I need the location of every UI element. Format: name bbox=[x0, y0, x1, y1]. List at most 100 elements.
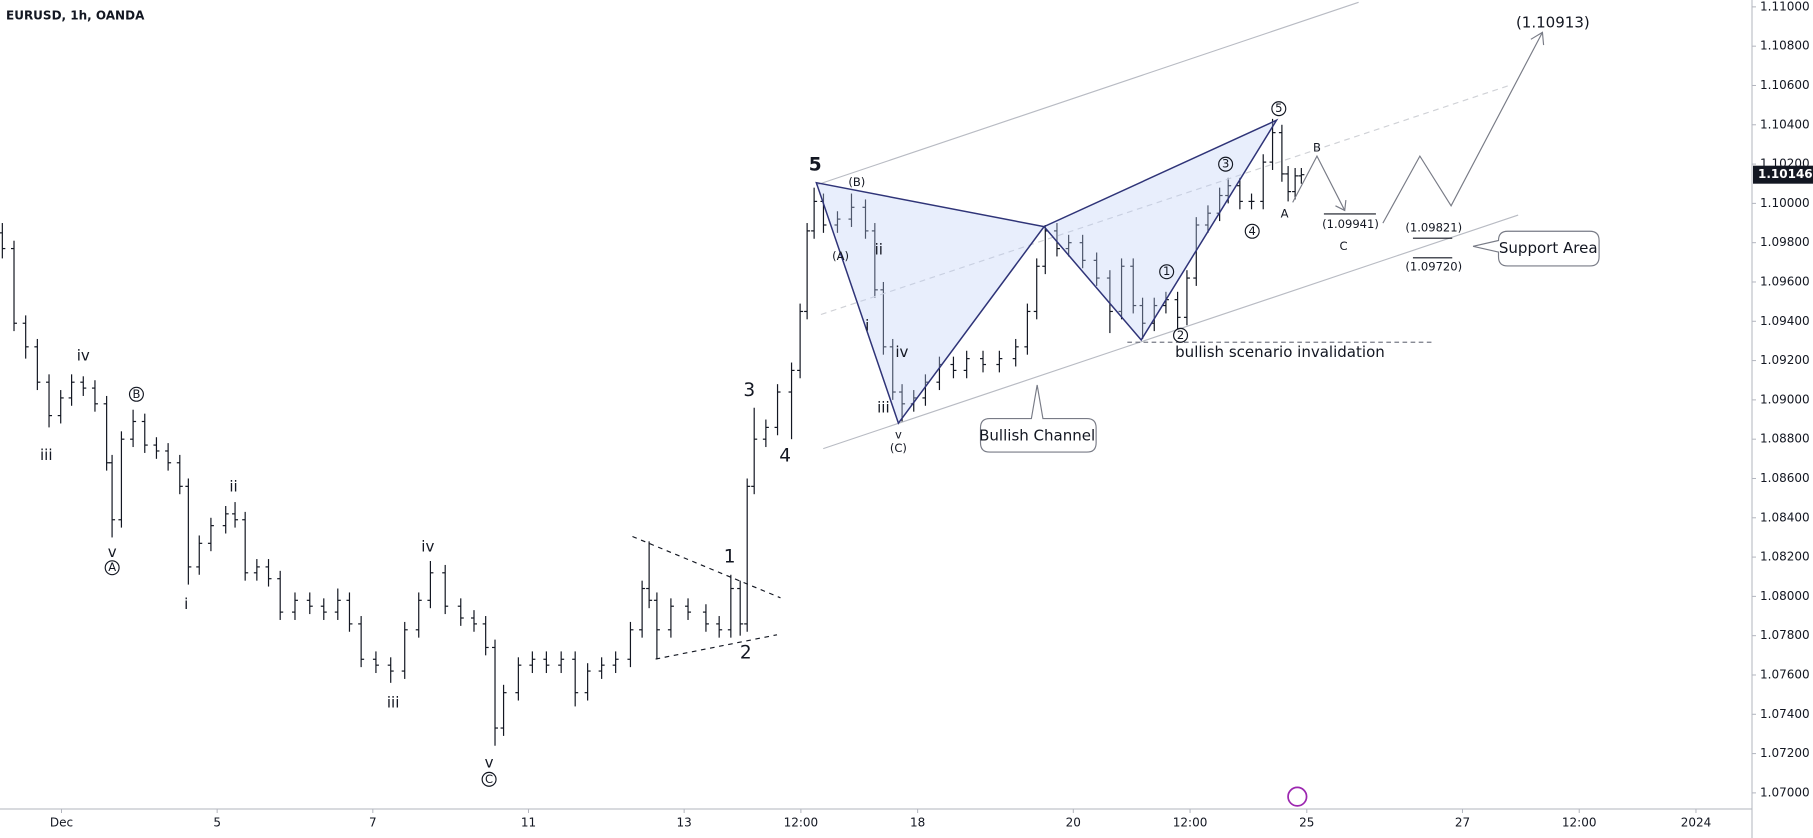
y-tick-label: 1.08000 bbox=[1760, 589, 1810, 603]
wave-label: C bbox=[1340, 239, 1348, 253]
x-tick-label: 7 bbox=[369, 816, 377, 830]
x-tick-label: 5 bbox=[213, 816, 221, 830]
axes: 1.07000 1.07200 1.07400 1.07600 1.07800 1.080… bbox=[50, 0, 1810, 830]
callout-label: Bullish Channel bbox=[979, 426, 1095, 444]
wave-circle bbox=[1218, 156, 1234, 172]
wave-label: 5 bbox=[1275, 101, 1282, 115]
wave-label: B bbox=[132, 387, 140, 401]
wave-label: iii bbox=[40, 446, 53, 464]
triangle-lower bbox=[655, 634, 778, 660]
x-tick-label: 12:00 bbox=[1562, 816, 1597, 830]
y-tick-label: 1.07800 bbox=[1760, 628, 1810, 642]
wave-label: iv bbox=[77, 347, 90, 365]
drawings: iv iii B v A ii i iv iii v C 1 2 3 4 5 (… bbox=[40, 1, 1600, 807]
wave-circle bbox=[1271, 101, 1287, 117]
wave-circle bbox=[1173, 327, 1189, 343]
x-tick-label: 12:00 bbox=[784, 816, 819, 830]
y-tick-label: 1.08800 bbox=[1760, 432, 1810, 446]
y-tick-label: 1.07600 bbox=[1760, 667, 1810, 681]
wave-label: iv bbox=[421, 537, 434, 555]
y-tick-label: 1.08200 bbox=[1760, 550, 1810, 564]
last-price-tag bbox=[1753, 165, 1813, 184]
wave-label: 1 bbox=[724, 546, 736, 567]
wave-label: (B) bbox=[848, 175, 865, 189]
wave-label: A bbox=[1281, 206, 1289, 220]
last-price-label: 1.10146 bbox=[1758, 167, 1813, 181]
wave-circle bbox=[1244, 223, 1260, 239]
wave-label: i bbox=[865, 317, 869, 335]
wave-label: 3 bbox=[1222, 157, 1229, 171]
price-target: (1.09941) bbox=[1322, 217, 1379, 231]
price-target: (1.09821) bbox=[1405, 220, 1462, 234]
wave-label: iv bbox=[895, 343, 908, 361]
wave-circle bbox=[481, 771, 497, 787]
channel-upper bbox=[816, 1, 1359, 186]
wave-label: v bbox=[485, 754, 494, 772]
price-target: (1.10913) bbox=[1516, 14, 1590, 32]
wave-label: 3 bbox=[743, 380, 755, 401]
wave-label: A bbox=[108, 560, 116, 574]
channel-lower bbox=[823, 214, 1519, 450]
y-tick-label: 1.09200 bbox=[1760, 353, 1810, 367]
y-tick-label: 1.09800 bbox=[1760, 235, 1810, 249]
wave-circle bbox=[1159, 264, 1175, 280]
last-price: 1.10146 bbox=[1753, 165, 1813, 184]
x-tick-label: Dec bbox=[50, 816, 73, 830]
wave-label: (C) bbox=[890, 441, 907, 455]
arrow-head bbox=[1530, 31, 1545, 46]
channel-mid bbox=[820, 85, 1510, 316]
wave-circle bbox=[104, 560, 120, 576]
y-tick-label: 1.10800 bbox=[1760, 39, 1810, 53]
x-tick-label: 2024 bbox=[1681, 816, 1712, 830]
y-tick-label: 1.09600 bbox=[1760, 274, 1810, 288]
ohlc-bars bbox=[0, 118, 1305, 746]
wave-label: 5 bbox=[809, 154, 822, 175]
x-tick-label: 18 bbox=[910, 816, 925, 830]
y-tick-label: 1.07200 bbox=[1760, 746, 1810, 760]
wave-label: iii bbox=[877, 399, 890, 417]
wave-circle bbox=[128, 386, 144, 402]
logo-icon bbox=[1287, 786, 1308, 807]
invalidation-label: bullish scenario invalidation bbox=[1175, 343, 1385, 361]
y-tick-label: 1.08400 bbox=[1760, 510, 1810, 524]
x-tick-label: 20 bbox=[1066, 816, 1081, 830]
y-tick-label: 1.10600 bbox=[1760, 78, 1810, 92]
y-tick-label: 1.08600 bbox=[1760, 471, 1810, 485]
x-tick-label: 12:00 bbox=[1173, 816, 1208, 830]
wave-label: iii bbox=[387, 694, 400, 712]
pattern-xab bbox=[815, 181, 1046, 425]
wave-label: ii bbox=[229, 477, 237, 495]
wave-label: 2 bbox=[740, 642, 752, 663]
x-tick-label: 11 bbox=[521, 816, 536, 830]
y-tick-label: 1.10000 bbox=[1760, 196, 1810, 210]
callout-box bbox=[1472, 230, 1600, 267]
x-tick-label: 27 bbox=[1455, 816, 1470, 830]
wave-label: B bbox=[1313, 141, 1321, 155]
price-target: (1.09720) bbox=[1405, 260, 1462, 274]
y-tick-label: 1.09400 bbox=[1760, 314, 1810, 328]
wave-label: 4 bbox=[779, 446, 791, 467]
wave-label: i bbox=[184, 595, 188, 613]
wave-label: 1 bbox=[1163, 264, 1170, 278]
wave-label: 4 bbox=[1249, 224, 1256, 238]
arrow-head bbox=[1335, 199, 1347, 212]
chart-title: EURUSD, 1h, OANDA bbox=[6, 9, 145, 23]
projection-b bbox=[1382, 32, 1543, 224]
wave-label: v bbox=[108, 543, 117, 561]
y-tick-label: 1.07000 bbox=[1760, 785, 1810, 799]
y-tick-label: 1.11000 bbox=[1760, 0, 1810, 13]
x-tick-label: 13 bbox=[677, 816, 692, 830]
y-tick-label: 1.10400 bbox=[1760, 117, 1810, 131]
x-tick-label: 25 bbox=[1299, 816, 1314, 830]
triangle-upper bbox=[632, 535, 781, 599]
y-tick-label: 1.09000 bbox=[1760, 392, 1810, 406]
callout-label: Support Area bbox=[1499, 239, 1598, 257]
callout-box bbox=[979, 384, 1097, 453]
wave-label: (A) bbox=[832, 249, 849, 263]
pattern-bcd bbox=[1042, 118, 1279, 342]
wave-label: 2 bbox=[1177, 328, 1184, 342]
wave-label: C bbox=[485, 772, 493, 786]
